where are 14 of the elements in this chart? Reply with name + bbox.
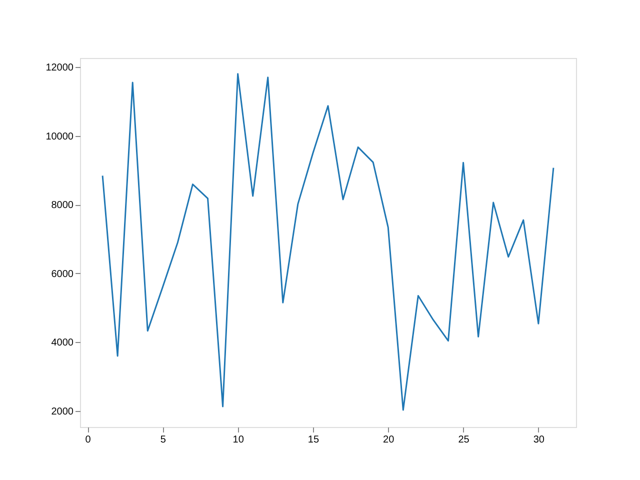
x-tick-label: 25 — [458, 434, 470, 446]
x-tick-label: 10 — [232, 434, 244, 446]
line-series — [102, 73, 554, 411]
y-tick-label: 10000 — [46, 131, 74, 142]
x-tick-label: 15 — [308, 434, 320, 446]
x-tick-label: 20 — [383, 434, 395, 446]
x-tick-label: 5 — [160, 434, 166, 446]
y-tick-label: 6000 — [51, 268, 74, 280]
y-tick-label: 12000 — [46, 62, 74, 74]
x-tick-label: 30 — [533, 434, 545, 446]
y-tick-label: 4000 — [51, 338, 74, 349]
x-tick-label: 0 — [85, 434, 92, 446]
y-tick-label: 2000 — [51, 406, 74, 418]
y-tick-label: 8000 — [51, 200, 74, 212]
